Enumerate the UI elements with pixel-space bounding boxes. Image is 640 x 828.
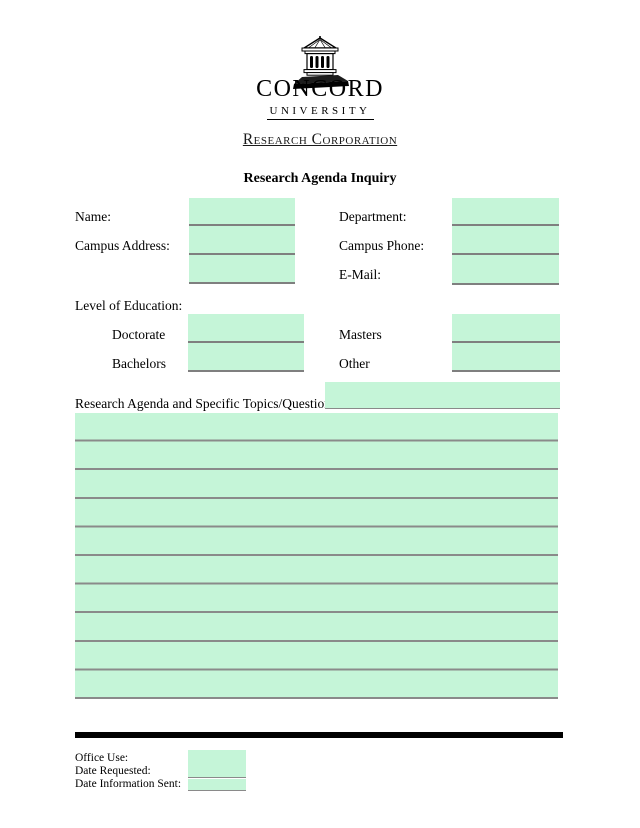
bachelors-field[interactable] xyxy=(188,343,304,372)
campus-address-field-1[interactable] xyxy=(189,226,295,255)
topics-label: Research Agenda and Specific Topics/Ques… xyxy=(75,396,340,411)
campus-address-field-2[interactable] xyxy=(189,255,295,284)
university-wordmark: CONCORD xyxy=(256,76,384,102)
date-information-sent-field[interactable] xyxy=(188,779,246,791)
department-label: Department: xyxy=(339,209,407,224)
doctorate-label: Doctorate xyxy=(112,327,166,342)
email-label: E-Mail: xyxy=(339,267,381,282)
organization-wordmark: Research Corporation xyxy=(242,131,398,148)
office-use-label: Office Use: xyxy=(75,752,129,764)
bachelors-label: Bachelors xyxy=(112,356,166,371)
department-field[interactable] xyxy=(452,198,559,226)
name-field[interactable] xyxy=(189,198,295,226)
campus-address-label: Campus Address: xyxy=(75,238,170,253)
other-field[interactable] xyxy=(452,343,560,372)
doctorate-field[interactable] xyxy=(188,314,304,343)
name-label: Name: xyxy=(75,209,111,224)
date-requested-label: Date Requested: xyxy=(75,765,151,777)
date-requested-field[interactable] xyxy=(188,750,246,778)
date-information-sent-label: Date Information Sent: xyxy=(75,778,182,790)
masters-field[interactable] xyxy=(452,314,560,343)
campus-phone-label: Campus Phone: xyxy=(339,238,425,253)
other-label: Other xyxy=(339,356,370,371)
topics-writing-area[interactable] xyxy=(75,413,558,699)
topics-inline-field[interactable] xyxy=(325,382,560,409)
level-of-education-label: Level of Education: xyxy=(75,298,183,313)
campus-phone-field[interactable] xyxy=(452,226,559,255)
form-title: Research Agenda Inquiry xyxy=(243,171,397,186)
email-field[interactable] xyxy=(452,255,559,285)
university-subword: UNIVERSITY xyxy=(0,101,640,120)
section-divider-bar xyxy=(75,732,563,738)
masters-label: Masters xyxy=(339,327,382,342)
cupola-logo-icon xyxy=(293,36,349,89)
